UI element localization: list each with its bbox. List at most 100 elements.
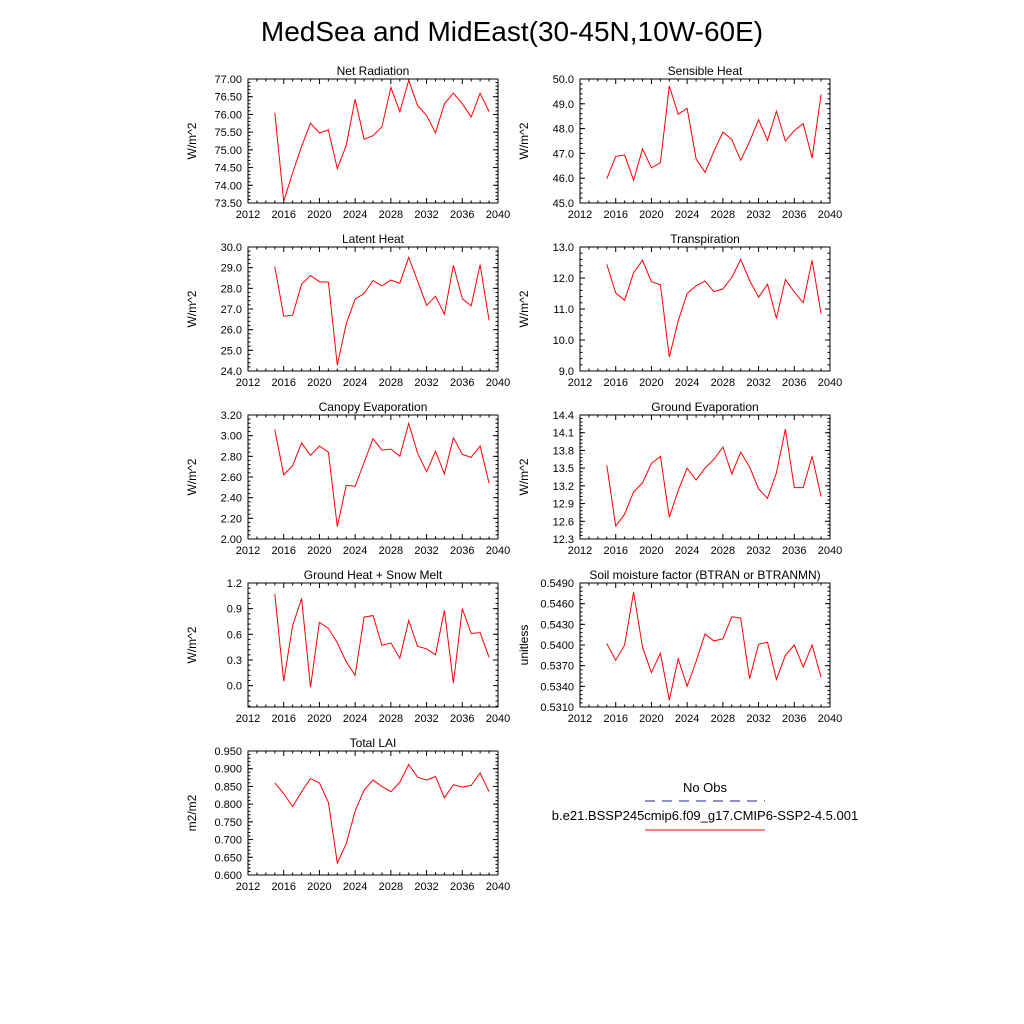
y-tick-label: 2.00 xyxy=(221,534,242,546)
x-tick-label: 2036 xyxy=(450,881,474,893)
y-axis-label: W/m^2 xyxy=(517,122,531,159)
y-tick-label: 76.00 xyxy=(214,109,242,121)
x-tick-label: 2032 xyxy=(746,209,770,221)
panel-title: Latent Heat xyxy=(342,232,405,246)
y-tick-label: 0.5490 xyxy=(540,578,574,590)
legend-obs-label: No Obs xyxy=(683,780,728,795)
y-axis-label: W/m^2 xyxy=(185,626,199,663)
x-tick-label: 2040 xyxy=(486,209,510,221)
x-tick-label: 2016 xyxy=(603,545,627,557)
x-tick-label: 2040 xyxy=(818,713,842,725)
y-tick-label: 73.50 xyxy=(214,198,242,210)
x-tick-label: 2020 xyxy=(639,545,663,557)
x-tick-label: 2024 xyxy=(675,713,699,725)
series-line xyxy=(274,763,490,865)
x-tick-label: 2040 xyxy=(486,881,510,893)
plot-frame xyxy=(579,582,831,708)
y-tick-label: 0.650 xyxy=(214,852,242,864)
y-axis-label: W/m^2 xyxy=(185,458,199,495)
series-line xyxy=(606,258,822,358)
x-tick-label: 2036 xyxy=(782,377,806,389)
x-tick-label: 2024 xyxy=(675,209,699,221)
x-tick-label: 2036 xyxy=(450,545,474,557)
y-tick-label: 29.0 xyxy=(221,263,242,275)
x-tick-label: 2028 xyxy=(379,545,403,557)
plot-frame xyxy=(579,78,831,204)
x-tick-label: 2040 xyxy=(818,209,842,221)
series-line xyxy=(274,78,490,202)
plot-frame xyxy=(247,78,499,204)
x-tick-label: 2032 xyxy=(414,209,438,221)
y-tick-label: 0.5340 xyxy=(540,681,574,693)
y-tick-label: 50.0 xyxy=(553,74,574,86)
x-tick-label: 2040 xyxy=(486,713,510,725)
panel-title: Canopy Evaporation xyxy=(319,400,428,414)
x-tick-label: 2024 xyxy=(343,545,367,557)
chart-panel: Transpiration W/m^2 2012 2016 2020 2024 2028 20… xyxy=(517,232,842,389)
chart-panel: Soil moisture factor (BTRAN or BTRANMN) u… xyxy=(517,568,842,725)
x-tick-label: 2016 xyxy=(271,713,295,725)
x-tick-label: 2020 xyxy=(307,209,331,221)
y-tick-label: 25.0 xyxy=(221,345,242,357)
y-tick-label: 74.50 xyxy=(214,163,242,175)
x-tick-label: 2020 xyxy=(639,377,663,389)
series-line xyxy=(274,594,490,688)
y-tick-label: 30.0 xyxy=(221,242,242,254)
y-tick-label: 0.950 xyxy=(214,746,242,758)
y-axis-label: W/m^2 xyxy=(517,290,531,327)
x-tick-label: 2024 xyxy=(675,545,699,557)
x-tick-label: 2036 xyxy=(450,713,474,725)
y-tick-label: 3.20 xyxy=(221,410,242,422)
y-tick-label: 75.00 xyxy=(214,145,242,157)
y-tick-label: 28.0 xyxy=(221,283,242,295)
x-tick-label: 2024 xyxy=(343,713,367,725)
x-tick-label: 2040 xyxy=(818,377,842,389)
y-tick-label: 0.700 xyxy=(214,835,242,847)
y-tick-label: 11.0 xyxy=(553,304,574,316)
x-tick-label: 2032 xyxy=(414,881,438,893)
panel-title: Ground Heat + Snow Melt xyxy=(304,568,443,582)
series-line xyxy=(606,429,822,528)
y-tick-label: 2.60 xyxy=(221,472,242,484)
panel-title: Soil moisture factor (BTRAN or BTRANMN) xyxy=(589,568,820,582)
y-tick-label: 75.50 xyxy=(214,127,242,139)
chart-panel: Sensible Heat W/m^2 2012 2016 2020 2024 2028 20… xyxy=(517,64,842,221)
panel-title: Ground Evaporation xyxy=(651,400,758,414)
y-tick-label: 14.4 xyxy=(553,410,574,422)
x-tick-label: 2012 xyxy=(236,881,260,893)
x-tick-label: 2024 xyxy=(343,209,367,221)
series-line xyxy=(606,85,822,182)
y-tick-label: 14.1 xyxy=(553,428,574,440)
y-axis-label: W/m^2 xyxy=(185,290,199,327)
y-axis-label: m2/m2 xyxy=(185,794,199,831)
y-tick-label: 9.0 xyxy=(559,366,574,378)
y-tick-label: 0.9 xyxy=(227,604,242,616)
y-tick-label: 0.6 xyxy=(227,629,242,641)
x-tick-label: 2024 xyxy=(343,881,367,893)
x-tick-label: 2020 xyxy=(307,377,331,389)
x-tick-label: 2032 xyxy=(414,713,438,725)
y-tick-label: 76.50 xyxy=(214,92,242,104)
panel-title: Sensible Heat xyxy=(668,64,743,78)
y-tick-label: 0.5310 xyxy=(540,702,574,714)
y-tick-label: 45.0 xyxy=(553,198,574,210)
x-tick-label: 2028 xyxy=(379,713,403,725)
panel-title: Net Radiation xyxy=(337,64,410,78)
chart-panel: Canopy Evaporation W/m^2 2012 2016 2020 2024 2… xyxy=(185,400,510,557)
y-tick-label: 0.0 xyxy=(227,681,242,693)
y-tick-label: 74.00 xyxy=(214,180,242,192)
x-tick-label: 2028 xyxy=(711,377,735,389)
chart-panel: Latent Heat W/m^2 2012 2016 2020 2024 2028 2032… xyxy=(185,232,510,389)
y-tick-label: 0.850 xyxy=(214,781,242,793)
y-tick-label: 10.0 xyxy=(553,335,574,347)
x-tick-label: 2036 xyxy=(450,377,474,389)
x-tick-label: 2016 xyxy=(271,545,295,557)
x-tick-label: 2016 xyxy=(271,881,295,893)
x-tick-label: 2040 xyxy=(486,377,510,389)
y-axis-label: unitless xyxy=(517,625,531,666)
plot-frame xyxy=(247,414,499,540)
x-tick-label: 2012 xyxy=(568,545,592,557)
y-tick-label: 0.900 xyxy=(214,764,242,776)
y-tick-label: 3.00 xyxy=(221,431,242,443)
x-tick-label: 2028 xyxy=(711,545,735,557)
